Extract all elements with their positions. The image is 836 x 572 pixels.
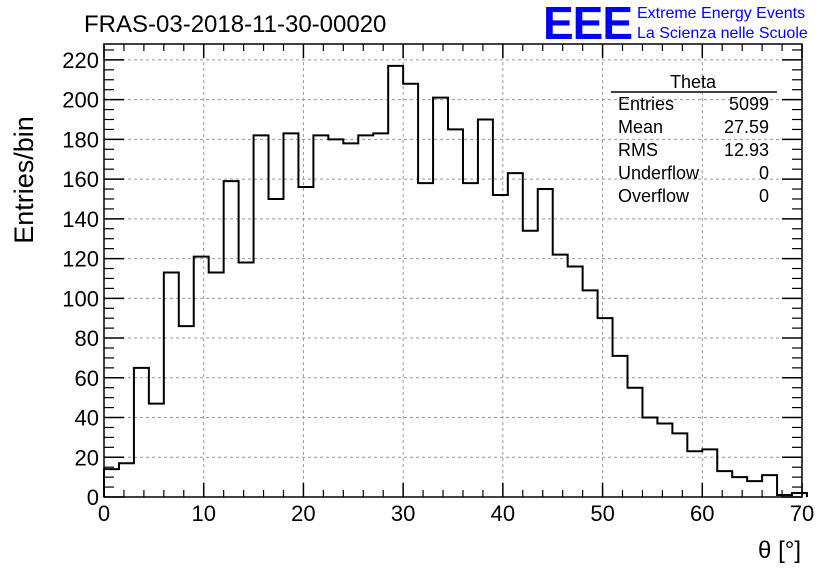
histogram-bin (224, 181, 239, 497)
histogram-bin (403, 84, 418, 497)
y-tick-label: 180 (62, 127, 99, 152)
histogram-bin (702, 449, 717, 497)
histogram-line (103, 64, 808, 497)
histogram-bin (194, 257, 209, 497)
histogram-bin (149, 404, 164, 497)
stats-rows: Entries 5099 Mean 27.59 RMS 12.93 Underflow 0 Ov… (618, 94, 769, 206)
histogram-bin (104, 469, 119, 497)
histogram-bin (598, 318, 613, 497)
y-tick-label: 120 (62, 247, 99, 272)
histogram-bin (463, 183, 478, 497)
histogram-bin (553, 255, 568, 497)
histogram-bin (762, 475, 777, 497)
y-tick-label: 220 (62, 48, 99, 73)
histogram-bin (717, 471, 732, 497)
stats-title: Theta (670, 72, 717, 92)
histogram-bin (672, 433, 687, 497)
y-tick-label: 200 (62, 88, 99, 113)
histogram-bin (209, 272, 224, 497)
x-tick-label: 30 (391, 501, 415, 526)
x-tick-label: 20 (291, 501, 315, 526)
stats-row-value: 0 (759, 163, 769, 183)
histogram-bin (254, 135, 269, 497)
histogram-bin (732, 477, 747, 497)
histogram-bin (433, 98, 448, 497)
y-tick-label: 140 (62, 207, 99, 232)
histogram-bin (657, 423, 672, 497)
histogram-bin (687, 451, 702, 497)
histogram-bin (478, 120, 493, 498)
stats-row-value: 0 (759, 186, 769, 206)
y-tick-label: 0 (87, 485, 99, 510)
stats-row-value: 5099 (729, 94, 769, 114)
histogram-bin (179, 326, 194, 497)
histogram-bin (568, 267, 583, 497)
stats-row-value: 12.93 (724, 140, 769, 160)
histogram-bin (269, 199, 284, 497)
histogram-bin (418, 183, 433, 497)
histogram-bin (747, 481, 762, 497)
histogram-bin (313, 135, 328, 497)
stats-row-label: Mean (618, 117, 663, 137)
x-tick-label: 10 (191, 501, 215, 526)
histogram-bin (448, 129, 463, 497)
histogram-bin (358, 135, 373, 497)
histogram-bin (388, 66, 403, 497)
x-tick-label: 70 (790, 501, 814, 526)
stats-row-label: RMS (618, 140, 658, 160)
x-tick-label: 50 (590, 501, 614, 526)
stats-row-label: Entries (618, 94, 674, 114)
x-axis-label: θ [°] (758, 537, 801, 564)
stats-row-label: Overflow (618, 186, 690, 206)
y-tick-label: 100 (62, 286, 99, 311)
x-tick-label: 40 (491, 501, 515, 526)
histogram-bin (164, 272, 179, 497)
plot-frame (103, 43, 803, 498)
histogram-bin (343, 143, 358, 497)
y-tick-label: 40 (75, 406, 99, 431)
histogram-bin (328, 139, 343, 497)
histogram-series (103, 64, 808, 498)
y-axis-label: Entries/bin (9, 116, 39, 244)
stats-row-label: Underflow (618, 163, 700, 183)
stats-box: Theta Entries 5099 Mean 27.59 RMS 12.93 Underf… (611, 72, 777, 206)
eee-logo-line1: Extreme Energy Events (637, 5, 806, 22)
eee-logo-line2: La Scienza nelle Scuole (637, 25, 808, 42)
histogram-bin (613, 356, 628, 497)
histogram-bin (538, 189, 553, 497)
histogram-bin (134, 368, 149, 497)
axis-ticks (103, 44, 803, 498)
x-tick-label: 60 (690, 501, 714, 526)
histogram-bin (373, 133, 388, 497)
y-tick-label: 20 (75, 445, 99, 470)
y-tick-label: 160 (62, 167, 99, 192)
histogram-bin (283, 133, 298, 497)
y-tick-label: 80 (75, 326, 99, 351)
histogram-bin (628, 388, 643, 497)
eee-logo-mark: EEE (543, 0, 633, 49)
histogram-bin (239, 263, 254, 497)
histogram-bin (119, 463, 134, 497)
histogram-bin (298, 187, 313, 497)
y-tick-label: 60 (75, 366, 99, 391)
histogram-bin (493, 195, 508, 497)
run-title: FRAS-03-2018-11-30-00020 (84, 11, 387, 38)
x-tick-label: 0 (98, 501, 110, 526)
axis-tick-labels: 0 10 20 30 40 50 60 70 0 20 40 60 80 100 120 140 160 180 2… (62, 48, 814, 526)
stats-row-value: 27.59 (724, 117, 769, 137)
grid-lines (104, 44, 802, 497)
histogram-bin (508, 173, 523, 497)
histogram-bin (583, 290, 598, 497)
